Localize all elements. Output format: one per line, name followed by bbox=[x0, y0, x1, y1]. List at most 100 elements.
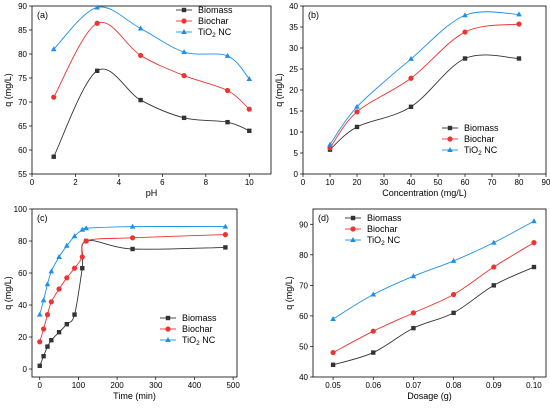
x-tick-label: 500 bbox=[226, 381, 240, 390]
y-tick-label: 0 bbox=[294, 170, 299, 179]
x-tick-label: 0.07 bbox=[406, 381, 422, 390]
data-point-square bbox=[330, 362, 336, 367]
y-tick-label: 25 bbox=[289, 65, 298, 74]
x-tick-label: 4 bbox=[117, 178, 122, 187]
data-point-circle bbox=[56, 286, 62, 292]
plot-frame bbox=[31, 208, 238, 378]
panel-label: (a) bbox=[37, 10, 48, 20]
data-point-circle bbox=[330, 349, 336, 356]
series-line-square bbox=[332, 266, 535, 366]
data-point-triangle bbox=[83, 225, 89, 231]
data-point-circle bbox=[224, 87, 231, 94]
x-tick-label: 200 bbox=[110, 381, 124, 390]
x-tick-label: 300 bbox=[149, 381, 163, 390]
legend-label-square: Biomass bbox=[367, 213, 402, 223]
y-tick-label: 10 bbox=[289, 128, 298, 137]
data-point-square bbox=[223, 245, 228, 250]
legend-label-circle: Biochar bbox=[198, 16, 229, 26]
x-tick-label: 10 bbox=[245, 178, 254, 187]
data-point-triangle bbox=[490, 239, 497, 245]
data-point-circle bbox=[71, 265, 78, 271]
legend-marker-triangle bbox=[165, 337, 171, 342]
data-point-circle bbox=[129, 235, 136, 241]
data-point-triangle bbox=[531, 218, 537, 224]
y-axis-label: q (mg/L) bbox=[3, 73, 13, 107]
legend-label-square: Biomass bbox=[198, 5, 233, 15]
data-point-triangle bbox=[129, 223, 136, 229]
y-tick-label: 60 bbox=[299, 312, 308, 321]
data-point-triangle bbox=[222, 223, 229, 229]
x-tick-label: 40 bbox=[407, 178, 416, 187]
y-tick-label: 60 bbox=[18, 146, 27, 155]
x-tick-label: 70 bbox=[488, 178, 497, 187]
y-tick-label: 40 bbox=[18, 301, 27, 310]
y-axis-label: q (mg/L) bbox=[3, 276, 13, 310]
data-point-triangle bbox=[516, 11, 522, 17]
data-point-triangle bbox=[410, 273, 417, 279]
y-tick-label: 40 bbox=[299, 373, 308, 382]
data-point-circle bbox=[370, 328, 376, 334]
legend-marker-square bbox=[350, 215, 356, 221]
y-tick-label: 20 bbox=[289, 86, 298, 95]
y-tick-label: 70 bbox=[299, 281, 308, 290]
y-tick-label: 80 bbox=[18, 237, 27, 246]
x-axis-label: Concentration (mg/L) bbox=[382, 188, 467, 198]
data-point-square bbox=[451, 310, 456, 316]
y-tick-label: 30 bbox=[289, 44, 298, 53]
data-point-square bbox=[80, 266, 85, 271]
x-axis-label: pH bbox=[146, 188, 158, 198]
data-point-circle bbox=[222, 232, 228, 238]
legend-label-triangle: TiO2 NC bbox=[464, 145, 498, 157]
x-tick-label: 0.06 bbox=[365, 381, 381, 390]
data-point-circle bbox=[83, 238, 89, 244]
x-tick-label: 0 bbox=[38, 381, 43, 390]
chart-panel-2: 0 10 20 30 40 50 60 70 80 900510152025303540Conce… bbox=[274, 2, 550, 198]
data-point-square bbox=[94, 68, 100, 73]
data-point-square bbox=[49, 338, 54, 343]
data-point-circle bbox=[138, 52, 144, 59]
y-tick-label: 90 bbox=[18, 2, 27, 11]
series-line-triangle bbox=[53, 6, 250, 80]
x-tick-label: 8 bbox=[204, 178, 209, 187]
y-tick-label: 20 bbox=[18, 333, 27, 342]
data-point-circle bbox=[44, 312, 51, 318]
data-point-square bbox=[516, 56, 522, 61]
data-point-circle bbox=[354, 109, 360, 115]
x-tick-label: 60 bbox=[461, 178, 470, 187]
data-point-circle bbox=[64, 275, 70, 281]
data-point-circle bbox=[408, 75, 414, 81]
data-point-triangle bbox=[44, 281, 51, 287]
y-axis-label: q (mg/L) bbox=[284, 276, 294, 310]
x-tick-label: 0 bbox=[301, 178, 306, 187]
data-point-square bbox=[225, 119, 230, 125]
y-tick-label: 80 bbox=[18, 50, 27, 59]
x-axis-label: Time (min) bbox=[113, 391, 156, 401]
data-point-triangle bbox=[56, 254, 62, 259]
legend-label-square: Biomass bbox=[182, 313, 217, 323]
data-point-circle bbox=[531, 240, 537, 246]
data-point-triangle bbox=[48, 268, 55, 274]
data-point-triangle bbox=[354, 103, 360, 109]
x-tick-label: 10 bbox=[326, 178, 335, 187]
x-tick-label: 20 bbox=[353, 178, 362, 187]
data-point-square bbox=[45, 344, 50, 349]
data-point-triangle bbox=[246, 75, 253, 81]
legend-marker-circle bbox=[181, 18, 187, 24]
data-point-circle bbox=[516, 21, 522, 27]
data-point-square bbox=[462, 56, 468, 61]
y-tick-label: 60 bbox=[18, 269, 27, 278]
series-line-circle bbox=[332, 242, 535, 353]
x-tick-label: 50 bbox=[434, 178, 443, 187]
data-point-square bbox=[491, 283, 496, 288]
legend-marker-triangle bbox=[181, 29, 187, 34]
data-point-triangle bbox=[450, 257, 457, 263]
y-tick-label: 0 bbox=[23, 365, 28, 374]
panel-label: (b) bbox=[308, 10, 319, 20]
data-point-square bbox=[354, 124, 360, 130]
legend-marker-circle bbox=[447, 136, 453, 142]
legend-label-triangle: TiO2 NC bbox=[367, 235, 401, 247]
legend-label-triangle: TiO2 NC bbox=[198, 27, 232, 39]
y-tick-label: 50 bbox=[299, 342, 308, 351]
